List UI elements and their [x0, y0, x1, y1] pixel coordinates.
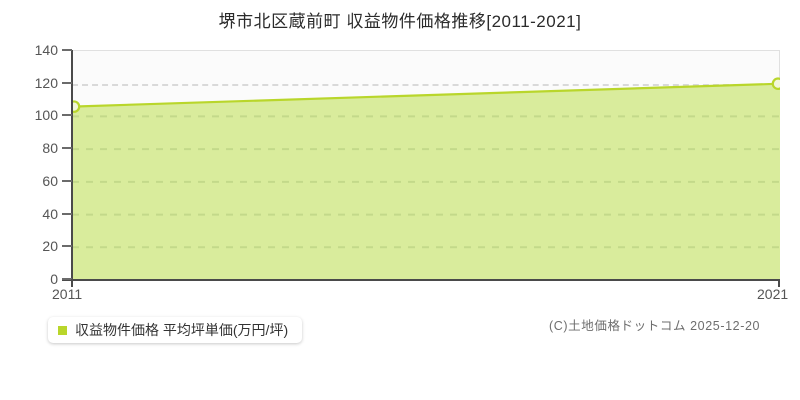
x-tick-label-2021: 2021: [757, 286, 789, 302]
y-tick-label-wrap-120: 120: [0, 76, 58, 90]
y-tick-label-40: 40: [42, 205, 58, 222]
x-tick-label-2011: 2011: [52, 286, 83, 302]
y-tick-label-wrap-0: 0: [0, 272, 58, 286]
x-axis-line: [62, 279, 780, 281]
y-tick-label-wrap-60: 60: [0, 174, 58, 188]
copyright-credit: (C)土地価格ドットコム 2025-12-20: [549, 319, 761, 333]
y-tick-label-wrap-80: 80: [0, 141, 58, 155]
y-tick-label-wrap-20: 20: [0, 239, 58, 253]
chart-title-text: 堺市北区蔵前町 収益物件価格推移[2011-2021]: [218, 12, 582, 31]
x-tick-mark-2021: [778, 279, 780, 287]
series-area-fill: [72, 51, 780, 280]
y-tick-label-wrap-140: 140: [0, 43, 58, 57]
y-tick-mark-40: [62, 212, 72, 215]
x-tick-mark-2011: [71, 279, 73, 287]
y-tick-mark-120: [62, 81, 72, 84]
y-tick-label-20: 20: [42, 238, 58, 255]
gridline-120: [72, 83, 779, 86]
y-tick-label-80: 80: [42, 140, 58, 157]
gridlines-inside-fill: [72, 83, 780, 249]
plot-area: [72, 50, 780, 280]
y-tick-label-wrap-100: 100: [0, 108, 58, 122]
series-svg: [72, 77, 780, 280]
y-tick-label-100: 100: [34, 107, 58, 124]
y-tick-label-60: 60: [42, 172, 58, 189]
data-point-marker-2021[interactable]: [771, 77, 780, 91]
legend-item-label: 収益物件価格 平均坪単価(万円/坪): [75, 322, 289, 338]
y-axis-line: [71, 50, 73, 280]
y-tick-mark-100: [62, 114, 72, 117]
y-tick-mark-20: [62, 245, 72, 248]
legend-color-swatch-icon: [58, 325, 67, 335]
y-tick-mark-60: [62, 179, 72, 182]
y-tick-label-140: 140: [34, 42, 58, 58]
y-tick-label-wrap-40: 40: [0, 207, 58, 221]
y-tick-mark-0: [62, 278, 72, 280]
chart-legend[interactable]: 収益物件価格 平均坪単価(万円/坪): [48, 317, 303, 343]
y-tick-mark-140: [62, 49, 72, 51]
y-tick-label-120: 120: [34, 74, 58, 91]
chart-title: 堺市北区蔵前町 収益物件価格推移[2011-2021]: [0, 11, 800, 32]
y-tick-mark-80: [62, 147, 72, 150]
y-tick-label-0: 0: [50, 271, 58, 287]
data-point-marker-2011[interactable]: [72, 100, 81, 113]
